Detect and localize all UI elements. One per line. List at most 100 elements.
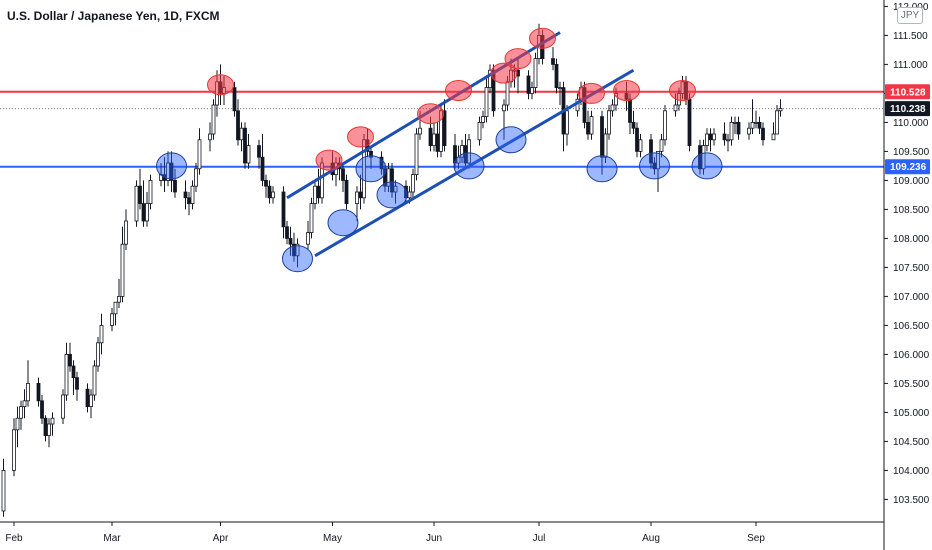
candle-body (635, 127, 639, 152)
support-marker-14[interactable] (355, 155, 387, 183)
candle (435, 122, 440, 158)
resistance-marker-4[interactable] (445, 80, 472, 101)
trend-line-1[interactable] (314, 68, 635, 258)
currency-badge[interactable]: JPY (897, 7, 923, 24)
candle (124, 209, 128, 250)
horizontal-line-label-1[interactable]: 109.236 (885, 159, 930, 175)
candle (197, 128, 202, 175)
current-price-label-text: 110.238 (890, 104, 926, 115)
x-tick-label: Sep (747, 533, 765, 544)
resistance-marker-5[interactable] (490, 62, 518, 84)
candle-body (435, 133, 440, 152)
candle (47, 418, 51, 448)
candle-body (530, 87, 534, 94)
candle-body (313, 185, 317, 204)
candle-body (705, 133, 709, 147)
candle-body (232, 87, 237, 112)
candle (778, 99, 783, 117)
x-tick-label: Jun (426, 533, 442, 544)
candle (169, 151, 174, 192)
candle (40, 395, 44, 424)
candle-body (411, 174, 415, 193)
candle (355, 186, 359, 221)
resistance-marker-7[interactable] (529, 27, 556, 49)
candle (1, 458, 6, 517)
candle-body (698, 145, 702, 170)
candle-body (663, 110, 667, 141)
candle (141, 180, 146, 227)
candle (432, 122, 436, 152)
time-axis[interactable] (0, 522, 884, 550)
candle (390, 163, 394, 198)
candle-body (428, 127, 433, 146)
resistance-marker-3[interactable] (417, 103, 444, 125)
candle-body (89, 394, 93, 408)
candle-body (407, 191, 412, 199)
candle (183, 180, 188, 210)
candle-body (173, 179, 177, 193)
resistance-marker-2[interactable] (347, 126, 374, 148)
support-marker-12[interactable] (282, 245, 313, 273)
x-tick-label: Aug (642, 533, 660, 544)
candle (208, 122, 212, 152)
candle-body (40, 400, 44, 419)
y-tick-label: 103.500 (893, 495, 930, 506)
horizontal-line-label-1-text: 109.236 (890, 162, 927, 173)
candle (747, 122, 751, 140)
candle-body (239, 127, 244, 141)
candle-body (726, 139, 730, 142)
candle (481, 110, 485, 129)
horizontal-line-label-0[interactable]: 110.528 (885, 84, 930, 100)
candle (663, 105, 667, 146)
candle-body (264, 179, 268, 187)
candle-body (306, 232, 310, 245)
candle-body (358, 191, 363, 199)
candle-body (460, 145, 464, 158)
candle-body (99, 324, 104, 344)
candle-body (659, 139, 664, 152)
support-marker-11[interactable] (156, 152, 187, 180)
candle-body (85, 388, 90, 408)
candle (173, 168, 177, 198)
candle (113, 301, 118, 326)
resistance-marker-6[interactable] (504, 48, 532, 70)
candle (64, 342, 69, 401)
resistance-marker-0[interactable] (207, 74, 234, 96)
candle (26, 360, 30, 407)
candle-body (194, 168, 198, 187)
candle-body (96, 342, 100, 367)
x-tick-label: Jul (533, 533, 546, 544)
candle-body (505, 81, 510, 106)
support-marker-18[interactable] (586, 155, 618, 183)
candle (411, 168, 415, 198)
candle (393, 180, 398, 204)
support-marker-17[interactable] (495, 126, 527, 154)
support-marker-16[interactable] (453, 152, 485, 180)
current-price-label[interactable]: 110.238 (885, 101, 930, 117)
resistance-marker-1[interactable] (315, 149, 343, 171)
support-marker-19[interactable] (639, 152, 670, 180)
support-marker-15[interactable] (376, 181, 408, 209)
candle-body (390, 168, 394, 193)
candle-body (733, 122, 737, 124)
candle-body (638, 139, 643, 152)
support-marker-13[interactable] (327, 209, 359, 237)
candle-body (141, 203, 146, 222)
candle-body (47, 423, 51, 437)
resistance-marker-10[interactable] (669, 80, 696, 101)
candle-body (43, 417, 48, 437)
horizontal-line-label-0-box (885, 84, 930, 100)
candle-body (68, 353, 72, 367)
resistance-marker-9[interactable] (613, 80, 640, 101)
candle-body (736, 122, 741, 135)
candle-body (761, 127, 765, 141)
candle-body (208, 133, 212, 141)
candle-body (551, 58, 555, 65)
candle-body (369, 150, 373, 158)
support-marker-20[interactable] (691, 152, 723, 180)
candle (687, 93, 692, 152)
candle-body (771, 133, 776, 141)
candle-body (477, 122, 482, 141)
resistance-marker-8[interactable] (578, 82, 605, 104)
